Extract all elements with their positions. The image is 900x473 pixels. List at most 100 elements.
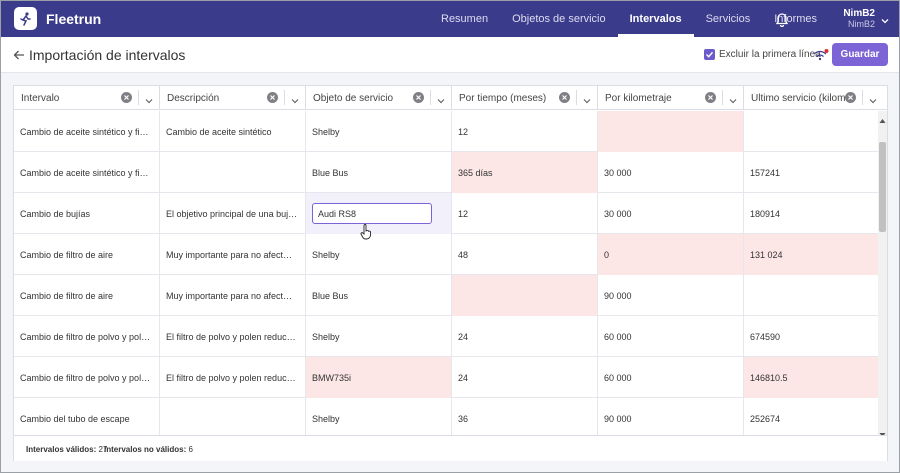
table-cell[interactable]: Shelby [306,111,452,152]
table-cell[interactable]: 24 [452,316,598,357]
table-cell[interactable]: 365 días [452,152,598,193]
table-cell[interactable] [160,398,306,435]
table-cell[interactable]: 674590 [744,316,878,357]
bell-icon[interactable] [774,11,790,28]
table-cell[interactable]: 30 000 [598,193,744,234]
scroll-down-icon[interactable] [879,427,886,437]
table-cell[interactable]: Cambio de aceite sintético [160,111,306,152]
table-cell[interactable] [744,111,878,152]
table-cell[interactable]: Cambio de filtro de aire [14,234,160,275]
table-cell[interactable]: Shelby [306,398,452,435]
table-cell[interactable]: El objetivo principal de una buj… [160,193,306,234]
scroll-up-icon[interactable] [879,113,886,123]
clear-column-icon[interactable] [559,92,570,103]
table-cell[interactable]: 24 [452,357,598,398]
table-cell[interactable]: 90 000 [598,275,744,316]
table-cell[interactable] [306,193,452,234]
table-cell[interactable]: El filtro de polvo y polen reduc… [160,316,306,357]
table-cell[interactable] [160,152,306,193]
table-cell[interactable]: 60 000 [598,316,744,357]
table-cell[interactable]: 157241 [744,152,878,193]
table-cell[interactable]: Blue Bus [306,152,452,193]
table-cell[interactable]: 12 [452,193,598,234]
column-header-por-tiempo[interactable]: Por tiempo (meses) [452,86,598,110]
chevron-down-icon[interactable] [729,94,737,104]
column-label: Último servicio (kilom… [751,93,851,104]
table-cell[interactable]: 48 [452,234,598,275]
chevron-down-icon[interactable] [291,94,299,104]
nav-intervalos[interactable]: Intervalos [617,1,694,37]
table-cell[interactable]: 12 [452,111,598,152]
scrollbar-thumb[interactable] [879,142,886,232]
chevron-down-icon[interactable] [869,94,877,104]
exclude-first-line-checkbox[interactable] [704,49,715,60]
vertical-scrollbar[interactable] [878,111,887,437]
cell-value: Shelby [312,249,340,260]
table-cell[interactable]: Cambio del tubo de escape [14,398,160,435]
table-cell[interactable]: Cambio de bujías [14,193,160,234]
cell-value: Cambio de aceite sintético y fi… [20,167,149,178]
logo-runner-icon[interactable] [14,7,37,30]
clear-column-icon[interactable] [267,92,278,103]
back-arrow-icon[interactable] [13,49,25,61]
column-header-por-kilometraje[interactable]: Por kilometraje [598,86,744,110]
column-header-objeto-de-servicio[interactable]: Objeto de servicio [306,86,452,110]
cell-value: El filtro de polvo y polen reduc… [166,331,296,342]
table-cell[interactable]: Cambio de filtro de aire [14,275,160,316]
cell-value: 90 000 [604,413,632,424]
clear-column-icon[interactable] [121,92,132,103]
cell-value: 131 024 [750,249,783,260]
table-cell[interactable]: 0 [598,234,744,275]
column-label: Descripción [167,93,220,104]
table-row: Cambio de filtro de aire Muy importante p… [14,275,878,316]
exclude-first-line-label[interactable]: Excluir la primera línea [719,49,821,60]
table-cell[interactable]: Muy importante para no afect… [160,234,306,275]
table-cell[interactable]: Blue Bus [306,275,452,316]
nav-resumen[interactable]: Resumen [441,13,489,25]
table-cell[interactable]: 131 024 [744,234,878,275]
cell-value: El filtro de polvo y polen reduc… [166,372,296,383]
table-cell[interactable]: 36 [452,398,598,435]
nav-objetos-de-servicio[interactable]: Objetos de servicio [512,13,606,25]
clear-column-icon[interactable] [413,92,424,103]
table-cell[interactable]: 90 000 [598,398,744,435]
clear-column-icon[interactable] [845,92,856,103]
chevron-down-icon[interactable] [437,94,445,104]
table-row: Cambio del tubo de escape Shelby 36 90 000 2… [14,398,878,435]
column-header-intervalo[interactable]: Intervalo [14,86,160,110]
user-name: NimB2 [843,8,875,19]
hand-cursor-icon [360,224,372,240]
column-header-ultimo-servicio[interactable]: Último servicio (kilom… [744,86,887,110]
cell-value: Cambio de aceite sintético y fi… [20,126,149,137]
table-cell[interactable]: 30 000 [598,152,744,193]
clear-column-icon[interactable] [705,92,716,103]
table-cell[interactable]: Shelby [306,316,452,357]
column-header-descripcion[interactable]: Descripción [160,86,306,110]
nav-servicios[interactable]: Servicios [705,13,751,25]
table-cell[interactable]: Cambio de filtro de polvo y pol… [14,357,160,398]
table-cell[interactable]: 146810.5 [744,357,878,398]
table-cell[interactable]: Cambio de aceite sintético y fi… [14,111,160,152]
table-cell[interactable]: 252674 [744,398,878,435]
table-cell[interactable]: Cambio de aceite sintético y fi… [14,152,160,193]
table-cell[interactable]: El filtro de polvo y polen reduc… [160,357,306,398]
table-cell[interactable]: 60 000 [598,357,744,398]
column-label: Por kilometraje [605,93,672,104]
chevron-down-icon[interactable] [145,94,153,104]
table-cell[interactable]: Shelby [306,234,452,275]
user-menu[interactable]: NimB2 NimB2 [819,8,875,30]
cell-edit-input[interactable] [312,203,432,224]
cell-value: 365 días [458,167,493,178]
table-cell[interactable]: Cambio de filtro de polvo y pol… [14,316,160,357]
table-cell[interactable] [598,111,744,152]
save-button[interactable]: Guardar [832,43,888,66]
chevron-down-icon[interactable] [881,14,889,24]
table-cell[interactable] [452,275,598,316]
table-cell[interactable]: BMW735i [306,357,452,398]
table-cell[interactable]: Muy importante para no afect… [160,275,306,316]
table-cell[interactable] [744,275,878,316]
cell-value: 146810.5 [750,372,788,383]
table-cell[interactable]: 180914 [744,193,878,234]
column-label: Intervalo [21,93,60,104]
chevron-down-icon[interactable] [583,94,591,104]
